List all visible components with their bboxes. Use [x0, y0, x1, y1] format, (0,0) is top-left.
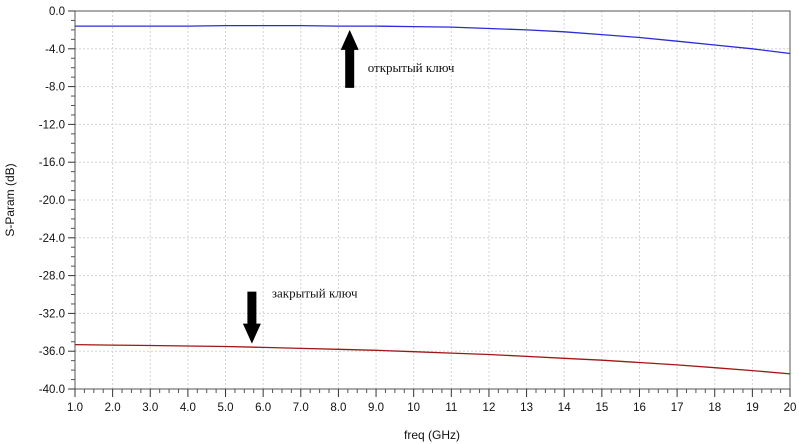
- x-tick-label: 17: [671, 402, 684, 414]
- y-tick-label: 0.0: [49, 6, 65, 18]
- x-tick-label: 12: [483, 402, 496, 414]
- x-tick-label: 13: [520, 402, 533, 414]
- annotations: открытый ключ закрытый ключ: [242, 29, 455, 344]
- x-tick-label: 11: [445, 402, 457, 414]
- y-tick-label: -28.0: [39, 271, 65, 283]
- x-tick-label: 2.0: [105, 402, 121, 414]
- minor-ticks: [68, 10, 791, 397]
- y-axis-title: S-Param (dB): [3, 163, 17, 236]
- x-tick-label: 10: [407, 402, 420, 414]
- x-tick-label: 18: [708, 402, 721, 414]
- x-tick-label: 16: [633, 402, 646, 414]
- y-tick-label: -24.0: [39, 233, 65, 245]
- y-axis-tick-labels: 0.0 -4.0 -8.0 -12.0 -16.0 -20.0 -24.0 -28.0 -32.…: [39, 6, 65, 396]
- y-tick-label: -8.0: [45, 82, 65, 94]
- x-tick-label: 15: [595, 402, 608, 414]
- x-tick-label: 4.0: [180, 402, 196, 414]
- x-tick-label: 7.0: [293, 402, 309, 414]
- x-axis-title: freq (GHz): [404, 428, 460, 442]
- arrow-down-icon: [242, 291, 261, 344]
- series-line-open: [75, 24, 791, 55]
- y-tick-label: -40.0: [39, 384, 65, 396]
- x-axis-tick-labels: 1.0 2.0 3.0 4.0 5.0 6.0 7.0 8.0 9.0 10 11 12 13 14 15 1…: [67, 402, 796, 414]
- annotation-label: открытый ключ: [368, 60, 455, 75]
- x-tick-label: 6.0: [255, 402, 271, 414]
- x-tick-label: 9.0: [368, 402, 384, 414]
- y-tick-label: -32.0: [39, 308, 65, 320]
- x-tick-label: 5.0: [218, 402, 234, 414]
- x-tick-label: 19: [746, 402, 759, 414]
- series-line-closed: [74, 343, 791, 375]
- series-lines: [74, 24, 791, 375]
- x-tick-label: 1.0: [67, 402, 83, 414]
- x-tick-label: 3.0: [142, 402, 158, 414]
- x-tick-label: 8.0: [330, 402, 346, 414]
- y-tick-label: -36.0: [39, 346, 65, 358]
- y-tick-label: -4.0: [45, 44, 65, 56]
- x-tick-label: 20: [784, 402, 797, 414]
- y-tick-label: -16.0: [39, 157, 65, 169]
- y-tick-label: -12.0: [39, 119, 65, 131]
- y-tick-label: -20.0: [39, 195, 65, 207]
- annotation-label: закрытый ключ: [272, 286, 358, 301]
- arrow-up-icon: [340, 29, 359, 88]
- x-tick-label: 14: [558, 402, 571, 414]
